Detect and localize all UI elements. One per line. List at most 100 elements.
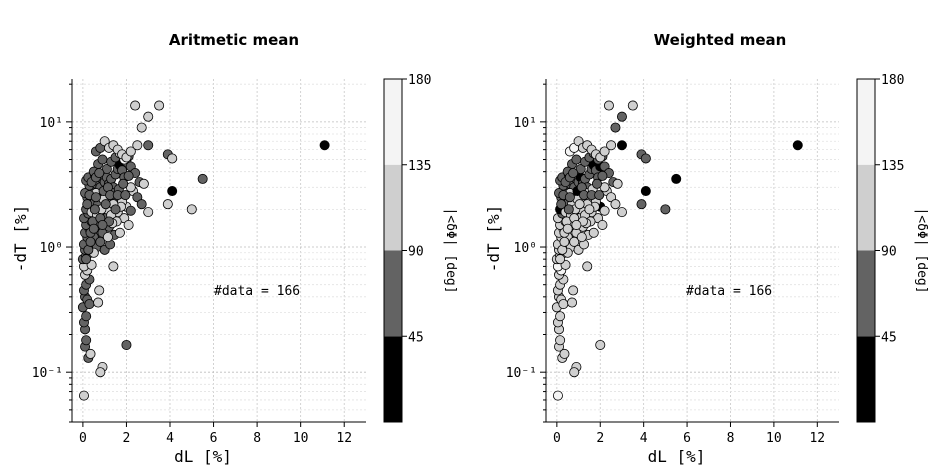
colorbar-segment	[857, 336, 875, 422]
data-point	[85, 236, 96, 247]
data-point	[167, 153, 178, 164]
data-point	[123, 170, 134, 181]
y-tick-label: 10⁰	[514, 241, 537, 256]
x-tick-label: 6	[210, 431, 218, 446]
x-tick-label: 2	[596, 431, 604, 446]
grid	[72, 79, 366, 423]
data-point	[584, 204, 595, 215]
data-point	[555, 254, 566, 265]
data-point	[81, 335, 92, 346]
y-tick-label: 10⁻¹	[32, 366, 63, 381]
y-tick-label: 10¹	[40, 116, 63, 131]
data-point	[792, 140, 803, 151]
data-point	[594, 190, 605, 201]
data-point	[130, 100, 141, 111]
data-point	[552, 390, 563, 401]
data-point	[582, 261, 593, 272]
data-point	[610, 122, 621, 133]
data-point	[627, 100, 638, 111]
data-point	[636, 199, 647, 210]
colorbar-segment	[857, 79, 875, 165]
data-point	[555, 311, 566, 322]
colorbar: 45 90 135 180 |<δΦ| [deg]	[383, 73, 458, 423]
data-point	[599, 205, 610, 216]
colorbar: 45 90 135 180 |<δΦ| [deg]	[856, 73, 929, 423]
data-point	[125, 146, 136, 157]
x-tick-label: 8	[253, 431, 261, 446]
colorbar-segment	[384, 79, 402, 165]
colorbar-tick-label: 45	[408, 330, 424, 345]
data-point	[132, 140, 143, 151]
data-point	[576, 232, 587, 243]
data-point	[101, 164, 112, 175]
x-tick-label: 10	[766, 431, 782, 446]
data-point	[569, 236, 580, 247]
data-point	[114, 227, 125, 238]
colorbar-segment	[857, 164, 875, 251]
data-point	[571, 219, 582, 230]
data-point	[660, 204, 671, 215]
data-point	[575, 164, 586, 175]
y-axis-label: -dT [%]	[11, 205, 30, 272]
colorbar-tick-label: 90	[408, 245, 424, 260]
x-tick-label: 12	[336, 431, 352, 446]
data-point	[606, 140, 617, 151]
y-tick-label: 10¹	[514, 116, 537, 131]
x-tick-label: 0	[553, 431, 561, 446]
data-point	[136, 122, 147, 133]
data-point	[97, 219, 108, 230]
colorbar-label: |<δΦ| [deg]	[443, 207, 458, 293]
data-point	[597, 219, 608, 230]
data-point	[89, 204, 100, 215]
data-point	[95, 236, 106, 247]
data-point	[616, 111, 627, 122]
colorbar-tick-label: 180	[881, 73, 904, 88]
data-point	[555, 335, 566, 346]
data-point	[564, 192, 575, 203]
data-point	[123, 219, 134, 230]
colorbar-segment	[384, 164, 402, 251]
data-point	[640, 186, 651, 197]
y-axis-label: -dT [%]	[484, 205, 503, 272]
data-point	[556, 199, 567, 210]
chart-title: Aritmetic mean	[169, 31, 299, 49]
x-tick-label: 4	[640, 431, 648, 446]
data-point	[559, 236, 570, 247]
data-point	[319, 140, 330, 151]
data-point	[90, 192, 101, 203]
data-point	[88, 223, 99, 234]
data-point	[81, 311, 92, 322]
colorbar-segment	[857, 250, 875, 337]
data-point	[102, 232, 113, 243]
data-point	[162, 199, 173, 210]
data-point	[568, 285, 579, 296]
x-tick-label: 0	[79, 431, 87, 446]
colorbar-tick-label: 135	[408, 159, 431, 174]
data-points	[77, 100, 330, 401]
data-point	[610, 199, 621, 210]
data-point	[567, 297, 578, 308]
x-tick-label: 10	[293, 431, 309, 446]
data-point	[94, 168, 105, 179]
data-point	[562, 223, 573, 234]
x-axis-label: dL [%]	[648, 447, 706, 466]
colorbar-tick-label: 135	[881, 159, 904, 174]
data-point	[121, 339, 132, 350]
data-point	[571, 154, 582, 165]
y-tick-label: 10⁻¹	[506, 366, 537, 381]
x-tick-label: 6	[683, 431, 691, 446]
data-count-annotation: #data = 166	[686, 284, 772, 299]
data-point	[143, 207, 154, 218]
colorbar-tick-label: 45	[881, 330, 897, 345]
data-point	[125, 205, 136, 216]
data-points	[551, 100, 803, 401]
colorbar-segment	[384, 336, 402, 422]
data-point	[197, 173, 208, 184]
data-point	[563, 204, 574, 215]
data-point	[81, 254, 92, 265]
data-point	[97, 154, 108, 165]
data-point	[599, 146, 610, 157]
data-point	[603, 100, 614, 111]
data-point	[143, 140, 154, 151]
